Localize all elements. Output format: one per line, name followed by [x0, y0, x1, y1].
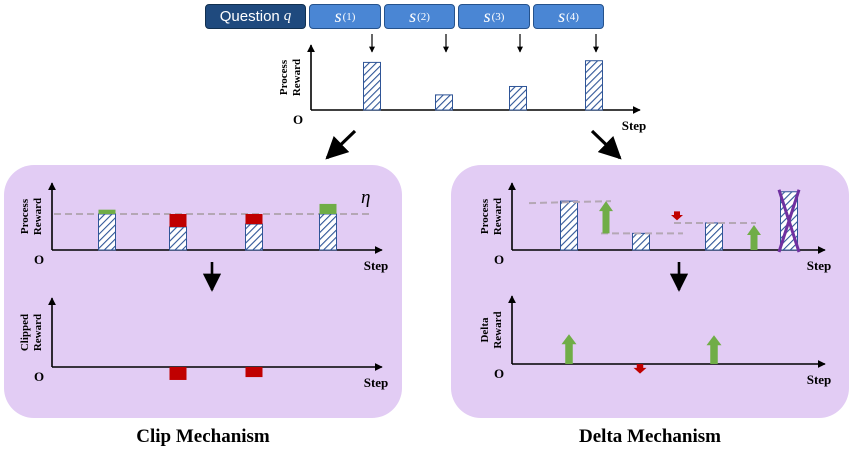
delta-lower-ylabel-line2: Reward [492, 311, 504, 348]
clip-upper-bar-3 [245, 223, 263, 251]
step-box-2: s (2) [384, 4, 455, 29]
step-superscript: (2) [417, 10, 430, 23]
clip-upper-x-label: Step [364, 258, 389, 273]
top-chart-bar-1 [363, 61, 381, 111]
step-superscript: (3) [491, 10, 505, 23]
step-box-1: s (1) [309, 4, 381, 29]
delta-upper-bar-3 [705, 222, 723, 251]
top-chart-ylabel-line1: Process [278, 59, 290, 95]
step-symbol: s [483, 6, 491, 26]
top-chart-origin-label: O [293, 112, 303, 127]
delta-reward-arrow-1 [561, 334, 577, 364]
step-symbol: s [558, 6, 566, 26]
clip-excess-green-4 [319, 203, 337, 214]
delta-up-arrow-2 [747, 224, 761, 250]
delta-upper-x-label: Step [807, 258, 832, 273]
top-chart-x-label: Step [622, 118, 647, 133]
clipped-reward-bar-2 [169, 367, 187, 380]
clip-caption: Clip Mechanism [136, 426, 270, 447]
delta-upper-bar-2 [632, 232, 650, 251]
top-chart-bar-2 [435, 94, 453, 111]
question-label: Question [219, 8, 280, 25]
clip-excess-green-1 [98, 209, 116, 214]
clip-lower-ylabel-line1: Clipped [19, 314, 31, 351]
step-superscript: (4) [566, 10, 579, 23]
clip-upper-bar-1 [98, 213, 116, 251]
delta-up-arrow-1 [599, 201, 613, 234]
top-chart-ylabel-line2: Reward [291, 59, 303, 96]
clip-upper-origin-label: O [34, 252, 44, 267]
discard-cross-line-2 [777, 189, 801, 253]
step-box-3: s (3) [458, 4, 530, 29]
step-superscript: (1) [342, 10, 356, 23]
delta-reference-line-1 [528, 200, 612, 205]
arrow-to-clip [325, 129, 357, 160]
clip-upper-bar-2 [169, 226, 187, 251]
delta-lower-ylabel-line1: Delta [479, 317, 491, 343]
arrow-to-delta [590, 129, 622, 160]
delta-lower-origin-label: O [494, 366, 504, 381]
delta-upper-ylabel-line2: Reward [492, 198, 504, 235]
question-box: Question q [205, 4, 306, 29]
top-chart-bar-4 [585, 60, 603, 111]
delta-upper-bar-1 [560, 200, 578, 251]
step-symbol: s [409, 6, 417, 26]
delta-reward-arrow-2 [633, 364, 647, 374]
delta-upper-origin-label: O [494, 252, 504, 267]
step-symbol: s [334, 6, 342, 26]
clip-upper-ylabel-line1: Process [19, 198, 31, 234]
delta-down-arrow [671, 211, 683, 221]
clip-deficit-red-3 [245, 214, 263, 225]
clip-upper-ylabel-line2: Reward [32, 198, 44, 235]
threshold-symbol: η [361, 187, 370, 208]
clip-lower-ylabel-line2: Reward [32, 314, 44, 351]
delta-reward-arrow-3 [706, 335, 722, 364]
delta-lower-x-label: Step [807, 372, 832, 387]
clip-upper-bar-4 [319, 213, 337, 251]
step-box-4: s (4) [533, 4, 604, 29]
top-chart-bar-3 [509, 85, 527, 111]
delta-caption: Delta Mechanism [579, 426, 721, 447]
question-variable: q [283, 8, 292, 24]
clip-lower-origin-label: O [34, 369, 44, 384]
clip-lower-x-label: Step [364, 375, 389, 390]
clipped-reward-bar-3 [245, 367, 263, 378]
clip-deficit-red-2 [169, 214, 187, 227]
delta-upper-ylabel-line1: Process [479, 198, 491, 234]
